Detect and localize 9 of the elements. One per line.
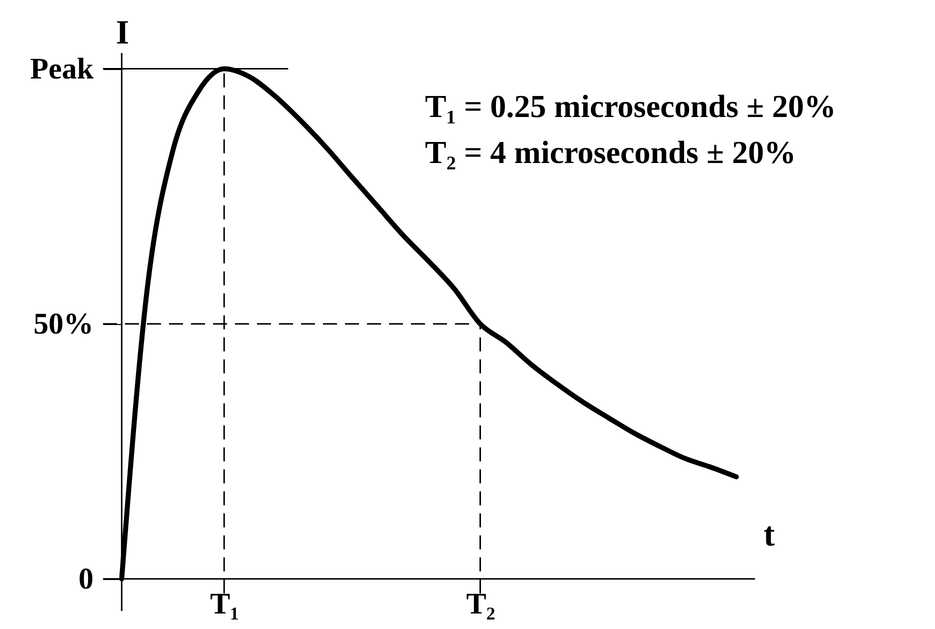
- y-tick-label: 50%: [34, 307, 94, 340]
- y-tick-label: 0: [78, 562, 94, 596]
- x-tick-label: T₁: [210, 588, 240, 620]
- y-axis-title: I: [116, 14, 130, 52]
- x-axis-title: t: [764, 516, 776, 554]
- annotation: T₁ = 0.25 microseconds ± 20%: [425, 88, 836, 124]
- y-tick-label: Peak: [30, 52, 94, 86]
- annotation: T₂ = 4 microseconds ± 20%: [425, 134, 796, 170]
- x-tick-label: T₂: [466, 588, 496, 620]
